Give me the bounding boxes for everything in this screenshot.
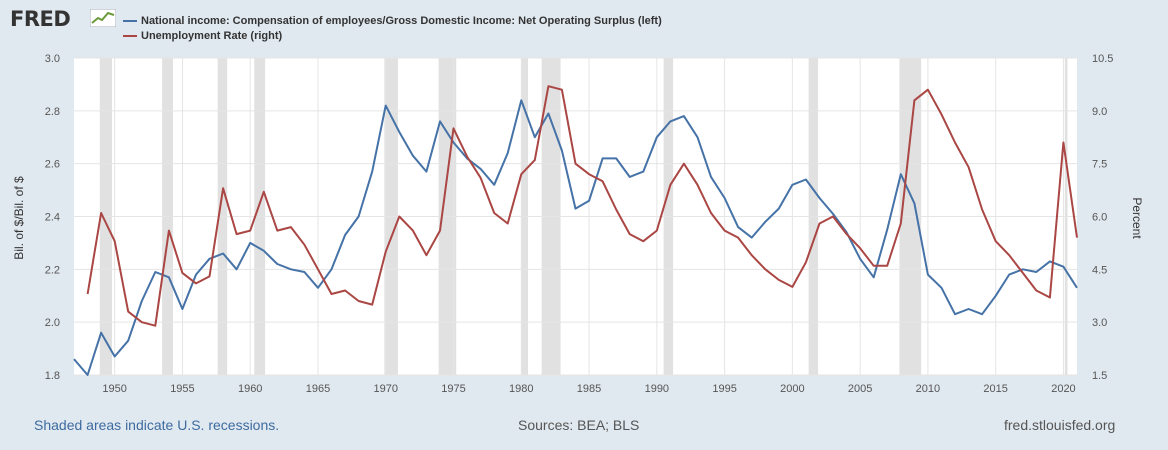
x-tick-label: 1950 (102, 383, 126, 395)
series-line-1 (73, 99, 1078, 376)
y-left-tick-label: 3.0 (45, 53, 60, 65)
y-right-tick-label: 9.0 (1092, 106, 1107, 118)
recession-note-link[interactable]: Shaded areas indicate U.S. recessions. (34, 417, 280, 433)
chart-svg[interactable]: 1950 1955 1960 1965 1970 1975 1980 1985 1990 1995… (0, 0, 1168, 410)
series-lines (73, 85, 1078, 376)
fred-logo[interactable]: FRED (10, 7, 71, 31)
chart-legend: National income: Compensation of employe… (123, 13, 662, 43)
y-left-tick-label: 1.8 (45, 370, 60, 382)
x-tick-label: 1975 (441, 383, 465, 395)
x-tick-label: 2010 (916, 383, 940, 395)
axis-ticks: 1950 1955 1960 1965 1970 1975 1980 1985 1990 1995… (45, 53, 1114, 395)
x-tick-label: 2015 (983, 383, 1007, 395)
grid-lines (74, 57, 1077, 376)
series-line-2 (86, 85, 1078, 327)
x-tick-label: 1995 (712, 383, 736, 395)
y-right-tick-label: 3.0 (1092, 317, 1107, 329)
y-right-tick-label: 10.5 (1092, 53, 1113, 65)
x-tick-label: 1960 (238, 383, 262, 395)
fred-logo-graph-icon (90, 9, 116, 27)
y-left-tick-label: 2.6 (45, 159, 60, 171)
legend-item-series-1[interactable]: National income: Compensation of employe… (123, 13, 662, 28)
sources-text: Sources: BEA; BLS (518, 417, 640, 433)
y-right-tick-label: 7.5 (1092, 159, 1107, 171)
y-left-tick-label: 2.4 (45, 212, 60, 224)
y-left-tick-label: 2.0 (45, 317, 60, 329)
legend-item-series-2[interactable]: Unemployment Rate (right) (123, 28, 662, 43)
x-tick-label: 1985 (577, 383, 601, 395)
y-left-tick-label: 2.2 (45, 264, 60, 276)
y-right-tick-label: 1.5 (1092, 370, 1107, 382)
legend-label-series-2: Unemployment Rate (right) (141, 29, 283, 42)
y-left-tick-label: 2.8 (45, 106, 60, 118)
y-axis-right-title: Percent (1130, 197, 1144, 239)
x-tick-label: 1980 (509, 383, 533, 395)
x-tick-label: 2000 (780, 383, 804, 395)
x-tick-label: 2020 (1051, 383, 1075, 395)
y-right-tick-label: 4.5 (1092, 264, 1107, 276)
y-axis-left-title: Bil. of $/Bil. of $ (12, 176, 26, 260)
x-tick-label: 1955 (170, 383, 194, 395)
x-tick-label: 1990 (645, 383, 669, 395)
legend-swatch-series-1 (123, 19, 137, 22)
legend-swatch-series-2 (123, 34, 137, 37)
site-url[interactable]: fred.stlouisfed.org (1004, 417, 1116, 433)
y-right-tick-label: 6.0 (1092, 212, 1107, 224)
x-tick-label: 2005 (848, 383, 872, 395)
x-tick-label: 1970 (374, 383, 398, 395)
legend-label-series-1: National income: Compensation of employe… (141, 14, 662, 27)
x-tick-label: 1965 (306, 383, 330, 395)
